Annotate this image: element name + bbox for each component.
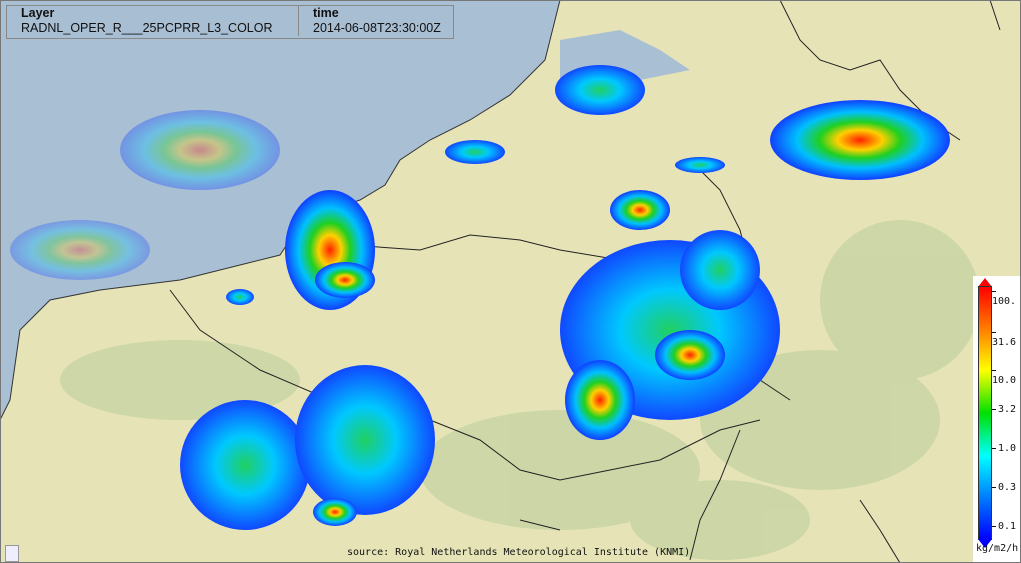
layer-info-table: Layer time RADNL_OPER_R___25PCPRR_L3_COL… bbox=[6, 5, 454, 39]
legend-tick: 31.6 bbox=[992, 328, 1021, 348]
legend-tick: 0.1 bbox=[992, 522, 1016, 532]
time-value: 2014-06-08T23:30:00Z bbox=[298, 21, 453, 36]
source-attribution: source: Royal Netherlands Meteorological… bbox=[347, 547, 691, 558]
color-legend: 100. 31.6 10.0 3.2 1.0 0.3 0.1 kg/m2/h bbox=[973, 276, 1021, 563]
layer-header: Layer bbox=[21, 6, 55, 20]
legend-colorbar bbox=[978, 286, 992, 540]
legend-tick: 100. bbox=[992, 287, 1021, 307]
terrain-shading bbox=[60, 220, 980, 560]
sea bbox=[0, 0, 560, 420]
legend-min-arrow bbox=[978, 539, 992, 548]
broken-image-icon bbox=[5, 545, 19, 562]
legend-tick: 0.3 bbox=[992, 483, 1016, 493]
time-header: time bbox=[298, 6, 453, 21]
legend-tick: 3.2 bbox=[992, 405, 1016, 415]
layer-name: RADNL_OPER_R___25PCPRR_L3_COLOR bbox=[21, 21, 273, 35]
legend-max-arrow bbox=[978, 278, 992, 287]
rain-cells bbox=[10, 65, 950, 530]
legend-tick: 1.0 bbox=[992, 444, 1016, 454]
legend-tick: 10.0 bbox=[992, 366, 1021, 386]
legend-unit: kg/m2/h bbox=[976, 543, 1019, 554]
